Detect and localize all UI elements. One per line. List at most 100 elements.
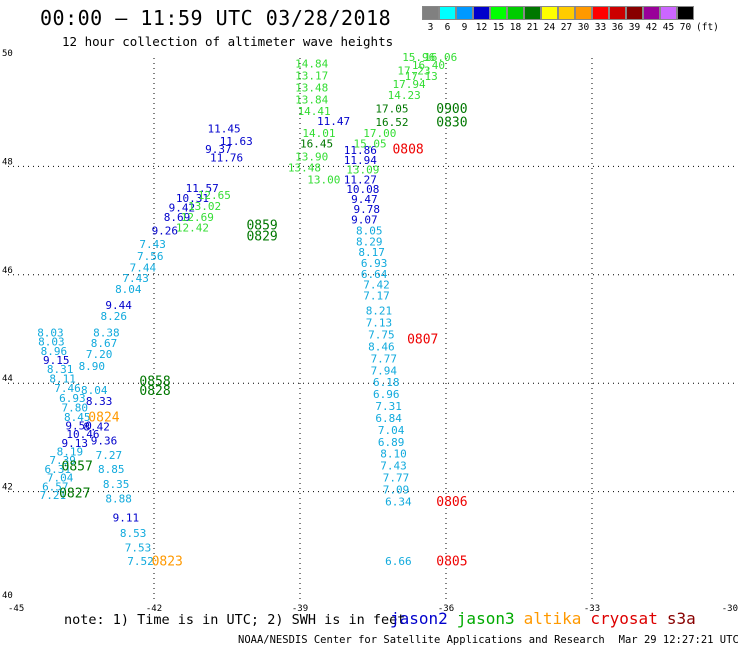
wave-height-point: 14.41 [298, 105, 331, 118]
legend-label: 33 [594, 22, 607, 33]
legend-label: 27 [560, 22, 573, 33]
generation-timestamp: Mar 29 12:27:21 UTC 2018 [618, 634, 740, 646]
legend-swatch [592, 6, 609, 20]
wave-height-point: 11.27 [344, 173, 377, 186]
wave-height-point: 7.13 [366, 317, 393, 330]
wave-height-point: 8.88 [105, 493, 132, 506]
pass-time-label: 0824 [88, 410, 119, 425]
wave-height-point: 11.86 [344, 144, 377, 157]
legend-swatch [473, 6, 490, 20]
wave-height-point: 7.04 [47, 472, 74, 485]
pass-time-label: 0827 [59, 486, 90, 501]
wave-height-point: 6.57 [42, 480, 69, 493]
pass-time-label: 0806 [436, 495, 467, 510]
chart-title: 00:00 – 11:59 UTC 03/28/2018 [40, 6, 392, 30]
wave-height-point: 6.89 [378, 436, 405, 449]
wave-height-point: 7.04 [378, 424, 405, 437]
wave-height-point: 13.84 [295, 93, 328, 106]
pass-time-label: 0805 [436, 555, 467, 570]
wave-height-point: 12.42 [176, 222, 209, 235]
legend-swatch [541, 6, 558, 20]
wave-height-point: 11.63 [220, 135, 253, 148]
x-tick-label: -33 [584, 604, 600, 614]
wave-height-point: 7.43 [122, 272, 149, 285]
wave-height-point: 9.44 [105, 299, 132, 312]
satellite-name: jason3 [456, 609, 515, 628]
wave-height-point: 6.18 [373, 376, 400, 389]
wave-height-point: 8.03 [37, 326, 64, 339]
wave-height-point: 15.05 [354, 138, 387, 151]
satellite-name: altika [523, 609, 582, 628]
wave-height-point: 7.44 [130, 261, 157, 274]
legend-label: 15 [492, 22, 505, 33]
y-tick-label: 48 [2, 157, 13, 167]
legend-swatch [456, 6, 473, 20]
wave-height-point: 17.94 [392, 78, 425, 91]
y-tick-label: 40 [2, 591, 13, 601]
color-legend-labels: 3 6 9 12 15 18 21 24 27 30 33 36 39 42 45 70 (ft) [422, 22, 719, 33]
wave-height-point: 7.20 [86, 348, 113, 361]
wave-height-point: 7.46 [54, 382, 81, 395]
wave-height-point: 7.17 [363, 289, 390, 302]
wave-height-point: 13.00 [307, 173, 340, 186]
wave-height-point: 6.93 [361, 257, 388, 270]
wave-height-point: 6.84 [375, 412, 402, 425]
wave-height-point: 8.33 [86, 395, 113, 408]
legend-label: 6 [444, 22, 451, 33]
wave-height-point: 7.21 [40, 489, 66, 502]
wave-height-point: 17.23 [397, 65, 430, 78]
wave-height-point: 8.05 [356, 224, 383, 237]
wave-height-point: 8.85 [98, 463, 125, 476]
wave-height-point: 11.57 [186, 182, 219, 195]
pass-time-label: 0828 [139, 384, 170, 399]
wave-height-point: 13.17 [295, 69, 328, 82]
wave-height-point: 6.34 [385, 495, 412, 508]
legend-label: 70 [679, 22, 692, 33]
legend-label: 9 [461, 22, 468, 33]
wave-height-point: 6.31 [45, 463, 72, 476]
wave-height-point: 15.96 [402, 51, 435, 64]
legend-swatch [558, 6, 575, 20]
wave-height-point: 11.94 [344, 154, 377, 167]
pass-time-label: 0807 [407, 332, 438, 347]
wave-height-point: 6.66 [385, 555, 412, 568]
legend-label: 45 [662, 22, 675, 33]
wave-height-point: 8.04 [81, 384, 108, 397]
legend-swatch [609, 6, 626, 20]
satellite-legend: jason2 jason3 altika cryosat s3a [390, 609, 705, 628]
credit-line: NOAA/NESDIS Center for Satellite Applica… [238, 634, 740, 646]
wave-height-point: 9.78 [354, 203, 381, 216]
wave-height-point: 17.13 [405, 70, 438, 83]
wave-height-point: 7.27 [96, 449, 123, 462]
wave-height-point: 6.64 [361, 268, 388, 281]
wave-height-point: 8.11 [49, 372, 76, 385]
legend-swatch [524, 6, 541, 20]
y-tick-label: 44 [2, 374, 13, 384]
wave-height-point: 13.09 [346, 164, 379, 177]
wave-height-point: 9.37 [205, 143, 232, 156]
legend-swatch [490, 6, 507, 20]
wave-height-point: 8.69 [164, 211, 191, 224]
legend-label: 3 [427, 22, 434, 33]
wave-height-point: 7.75 [368, 329, 395, 342]
wave-height-point: 11.47 [317, 115, 350, 128]
wave-height-point: 11.45 [208, 123, 241, 136]
wave-height-point: 16.06 [424, 51, 457, 64]
wave-height-point: 14.84 [295, 58, 328, 71]
legend-swatch [677, 6, 694, 20]
wave-height-point: 9.13 [62, 437, 89, 450]
wave-height-point: 9.11 [113, 512, 140, 525]
pass-time-label: 0859 [246, 219, 277, 234]
wave-height-point: 8.10 [380, 448, 407, 461]
wave-height-point: 8.29 [356, 235, 383, 248]
wave-height-point: 13.90 [295, 151, 328, 164]
legend-label: 39 [628, 22, 641, 33]
legend-swatch [507, 6, 524, 20]
wave-height-point: 7.53 [125, 542, 152, 555]
legend-swatch [575, 6, 592, 20]
wave-height-point: 9.07 [351, 214, 378, 227]
pass-time-label: 0829 [246, 229, 277, 244]
pass-time-label: 0823 [152, 555, 183, 570]
legend-label: 36 [611, 22, 624, 33]
